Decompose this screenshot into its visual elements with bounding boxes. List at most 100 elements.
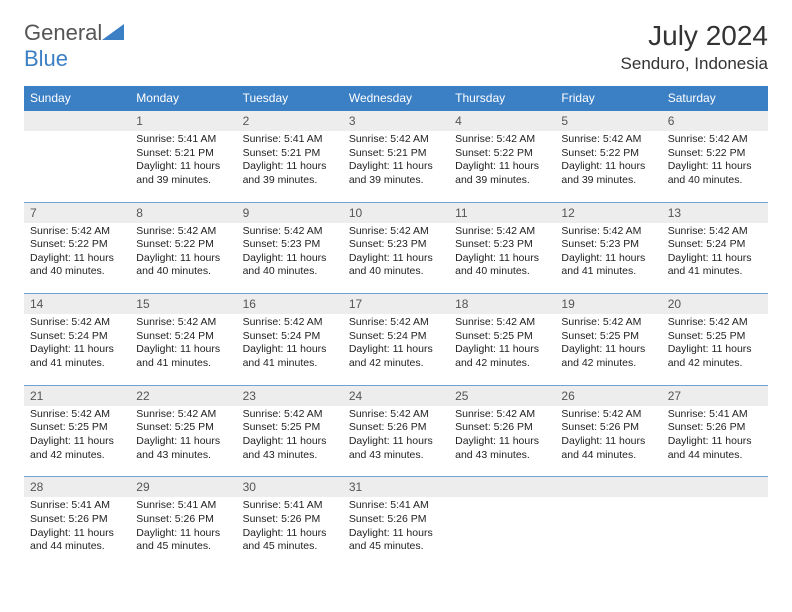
daylight-text: Daylight: 11 hours and 42 minutes. — [455, 343, 549, 370]
day-number: 30 — [237, 477, 343, 498]
page-header: General Blue July 2024 Senduro, Indonesi… — [24, 20, 768, 74]
day-number: 4 — [449, 111, 555, 132]
weekday-wednesday: Wednesday — [343, 86, 449, 111]
day-detail: Sunrise: 5:42 AMSunset: 5:24 PMDaylight:… — [237, 314, 343, 385]
sunset-text: Sunset: 5:24 PM — [136, 330, 230, 344]
logo-triangle-icon — [102, 24, 124, 40]
day-number: 2 — [237, 111, 343, 132]
sunrise-text: Sunrise: 5:42 AM — [136, 316, 230, 330]
weekday-header-row: Sunday Monday Tuesday Wednesday Thursday… — [24, 86, 768, 111]
location: Senduro, Indonesia — [621, 54, 768, 74]
daylight-text: Daylight: 11 hours and 42 minutes. — [30, 435, 124, 462]
sunset-text: Sunset: 5:26 PM — [349, 513, 443, 527]
sunset-text: Sunset: 5:25 PM — [243, 421, 337, 435]
sunset-text: Sunset: 5:26 PM — [455, 421, 549, 435]
sunset-text: Sunset: 5:25 PM — [30, 421, 124, 435]
sunrise-text: Sunrise: 5:41 AM — [349, 499, 443, 513]
day-detail: Sunrise: 5:42 AMSunset: 5:22 PMDaylight:… — [130, 223, 236, 294]
day-number: 28 — [24, 477, 130, 498]
detail-row: Sunrise: 5:42 AMSunset: 5:25 PMDaylight:… — [24, 406, 768, 477]
sunset-text: Sunset: 5:25 PM — [561, 330, 655, 344]
day-number: 20 — [662, 294, 768, 315]
day-detail: Sunrise: 5:42 AMSunset: 5:22 PMDaylight:… — [449, 131, 555, 202]
daylight-text: Daylight: 11 hours and 45 minutes. — [136, 527, 230, 554]
month-title: July 2024 — [621, 20, 768, 52]
daylight-text: Daylight: 11 hours and 39 minutes. — [455, 160, 549, 187]
day-detail: Sunrise: 5:42 AMSunset: 5:26 PMDaylight:… — [449, 406, 555, 477]
day-number — [662, 477, 768, 498]
sunset-text: Sunset: 5:26 PM — [349, 421, 443, 435]
daylight-text: Daylight: 11 hours and 42 minutes. — [349, 343, 443, 370]
weekday-sunday: Sunday — [24, 86, 130, 111]
daylight-text: Daylight: 11 hours and 39 minutes. — [243, 160, 337, 187]
day-detail: Sunrise: 5:42 AMSunset: 5:25 PMDaylight:… — [662, 314, 768, 385]
day-number: 12 — [555, 202, 661, 223]
daynum-row: 123456 — [24, 111, 768, 132]
day-number: 11 — [449, 202, 555, 223]
day-number: 13 — [662, 202, 768, 223]
daylight-text: Daylight: 11 hours and 40 minutes. — [455, 252, 549, 279]
day-number: 16 — [237, 294, 343, 315]
detail-row: Sunrise: 5:42 AMSunset: 5:24 PMDaylight:… — [24, 314, 768, 385]
day-detail: Sunrise: 5:41 AMSunset: 5:21 PMDaylight:… — [237, 131, 343, 202]
day-detail: Sunrise: 5:42 AMSunset: 5:22 PMDaylight:… — [24, 223, 130, 294]
daylight-text: Daylight: 11 hours and 41 minutes. — [561, 252, 655, 279]
daylight-text: Daylight: 11 hours and 43 minutes. — [349, 435, 443, 462]
day-number: 22 — [130, 385, 236, 406]
daylight-text: Daylight: 11 hours and 40 minutes. — [668, 160, 762, 187]
day-number: 6 — [662, 111, 768, 132]
day-detail: Sunrise: 5:41 AMSunset: 5:26 PMDaylight:… — [237, 497, 343, 568]
day-number: 31 — [343, 477, 449, 498]
day-detail: Sunrise: 5:42 AMSunset: 5:21 PMDaylight:… — [343, 131, 449, 202]
sunrise-text: Sunrise: 5:42 AM — [349, 316, 443, 330]
sunrise-text: Sunrise: 5:42 AM — [243, 316, 337, 330]
sunset-text: Sunset: 5:26 PM — [30, 513, 124, 527]
day-detail: Sunrise: 5:42 AMSunset: 5:25 PMDaylight:… — [130, 406, 236, 477]
day-number: 3 — [343, 111, 449, 132]
weekday-friday: Friday — [555, 86, 661, 111]
sunset-text: Sunset: 5:26 PM — [668, 421, 762, 435]
weekday-thursday: Thursday — [449, 86, 555, 111]
logo-word-2: Blue — [24, 46, 68, 71]
sunrise-text: Sunrise: 5:42 AM — [349, 408, 443, 422]
logo-word-1: General — [24, 20, 102, 45]
sunrise-text: Sunrise: 5:42 AM — [455, 225, 549, 239]
daylight-text: Daylight: 11 hours and 41 minutes. — [30, 343, 124, 370]
daylight-text: Daylight: 11 hours and 44 minutes. — [561, 435, 655, 462]
sunrise-text: Sunrise: 5:41 AM — [136, 133, 230, 147]
sunset-text: Sunset: 5:21 PM — [243, 147, 337, 161]
daylight-text: Daylight: 11 hours and 45 minutes. — [243, 527, 337, 554]
day-number: 5 — [555, 111, 661, 132]
sunset-text: Sunset: 5:26 PM — [136, 513, 230, 527]
sunrise-text: Sunrise: 5:42 AM — [455, 316, 549, 330]
logo: General Blue — [24, 20, 124, 72]
day-detail: Sunrise: 5:41 AMSunset: 5:26 PMDaylight:… — [130, 497, 236, 568]
day-number: 9 — [237, 202, 343, 223]
day-detail: Sunrise: 5:42 AMSunset: 5:24 PMDaylight:… — [662, 223, 768, 294]
sunrise-text: Sunrise: 5:42 AM — [455, 408, 549, 422]
sunrise-text: Sunrise: 5:42 AM — [243, 225, 337, 239]
day-detail: Sunrise: 5:42 AMSunset: 5:23 PMDaylight:… — [237, 223, 343, 294]
daylight-text: Daylight: 11 hours and 41 minutes. — [668, 252, 762, 279]
daylight-text: Daylight: 11 hours and 40 minutes. — [30, 252, 124, 279]
logo-text: General Blue — [24, 20, 124, 72]
sunset-text: Sunset: 5:22 PM — [668, 147, 762, 161]
day-number: 19 — [555, 294, 661, 315]
sunrise-text: Sunrise: 5:42 AM — [455, 133, 549, 147]
day-detail: Sunrise: 5:41 AMSunset: 5:26 PMDaylight:… — [662, 406, 768, 477]
daylight-text: Daylight: 11 hours and 43 minutes. — [136, 435, 230, 462]
day-detail: Sunrise: 5:42 AMSunset: 5:25 PMDaylight:… — [237, 406, 343, 477]
detail-row: Sunrise: 5:42 AMSunset: 5:22 PMDaylight:… — [24, 223, 768, 294]
sunset-text: Sunset: 5:21 PM — [349, 147, 443, 161]
sunset-text: Sunset: 5:26 PM — [561, 421, 655, 435]
day-detail — [449, 497, 555, 568]
sunrise-text: Sunrise: 5:41 AM — [30, 499, 124, 513]
daylight-text: Daylight: 11 hours and 40 minutes. — [136, 252, 230, 279]
sunrise-text: Sunrise: 5:42 AM — [30, 316, 124, 330]
daylight-text: Daylight: 11 hours and 39 minutes. — [349, 160, 443, 187]
daylight-text: Daylight: 11 hours and 41 minutes. — [136, 343, 230, 370]
weekday-saturday: Saturday — [662, 86, 768, 111]
sunset-text: Sunset: 5:22 PM — [455, 147, 549, 161]
day-number: 26 — [555, 385, 661, 406]
weekday-monday: Monday — [130, 86, 236, 111]
